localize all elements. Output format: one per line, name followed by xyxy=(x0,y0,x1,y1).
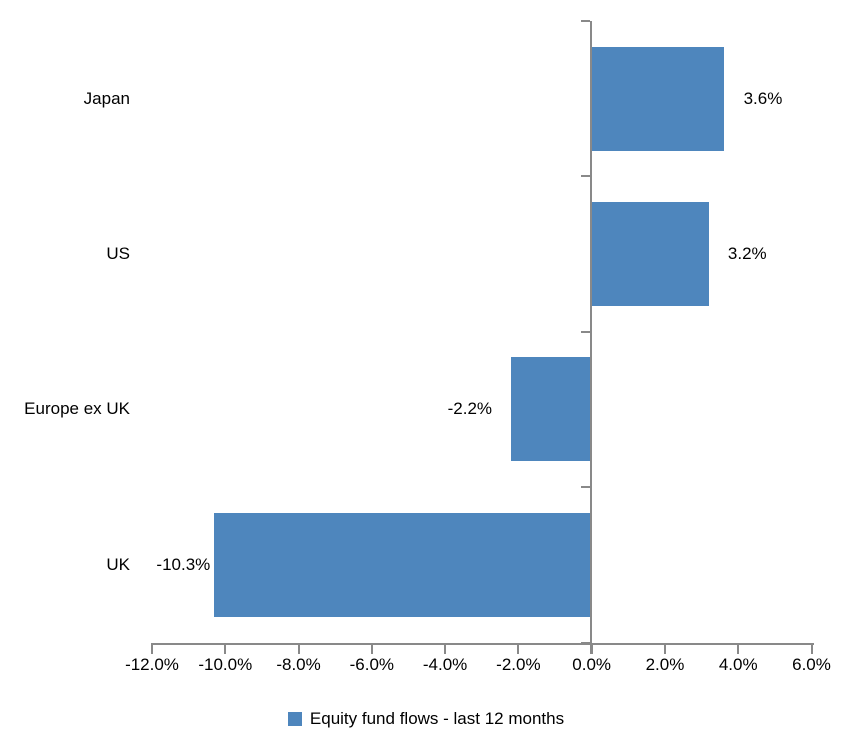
x-tick-label: -12.0% xyxy=(125,655,179,674)
x-tick xyxy=(297,642,300,654)
x-tick-label: -6.0% xyxy=(349,655,395,674)
bar-value-label: 3.2% xyxy=(727,244,767,264)
legend-marker-icon xyxy=(287,712,302,726)
x-tick-label: -8.0% xyxy=(276,655,321,674)
x-tick xyxy=(517,642,520,654)
value-axis-line xyxy=(152,642,814,645)
bar-japan xyxy=(591,46,724,151)
bar-us xyxy=(591,202,709,307)
category-tick xyxy=(580,641,590,644)
x-tick xyxy=(810,642,813,654)
category-label-uk: UK xyxy=(106,554,130,574)
x-tick-label: 2.0% xyxy=(645,655,685,674)
x-tick-label: -2.0% xyxy=(496,655,541,674)
legend: Equity fund flows - last 12 months xyxy=(0,703,852,735)
bar-value-label: 3.6% xyxy=(743,88,783,108)
bar-value-label: -2.2% xyxy=(447,399,493,419)
bar-uk xyxy=(214,512,592,617)
legend-label: Equity fund flows - last 12 months xyxy=(309,709,565,728)
category-tick xyxy=(580,330,590,333)
category-tick xyxy=(580,486,590,489)
bar-europe-ex-uk xyxy=(511,357,592,462)
x-tick xyxy=(370,642,373,654)
bar-value-label: -10.3% xyxy=(156,554,211,574)
x-tick-label: 4.0% xyxy=(718,655,758,674)
x-tick xyxy=(151,642,153,654)
category-label-europe-ex-uk: Europe ex UK xyxy=(24,399,130,419)
category-axis-line xyxy=(589,21,592,654)
x-tick xyxy=(444,642,447,654)
category-tick xyxy=(580,175,590,178)
x-tick xyxy=(663,642,666,654)
category-label-japan: Japan xyxy=(83,88,130,108)
x-tick xyxy=(590,642,593,654)
x-tick xyxy=(737,642,740,654)
category-tick xyxy=(580,20,590,22)
x-tick-label: -10.0% xyxy=(198,655,253,674)
category-label-us: US xyxy=(106,244,130,264)
x-tick xyxy=(224,642,227,654)
x-tick-label: -4.0% xyxy=(422,655,468,674)
x-tick-label: 0.0% xyxy=(572,655,612,674)
x-tick-label: 6.0% xyxy=(792,655,831,674)
